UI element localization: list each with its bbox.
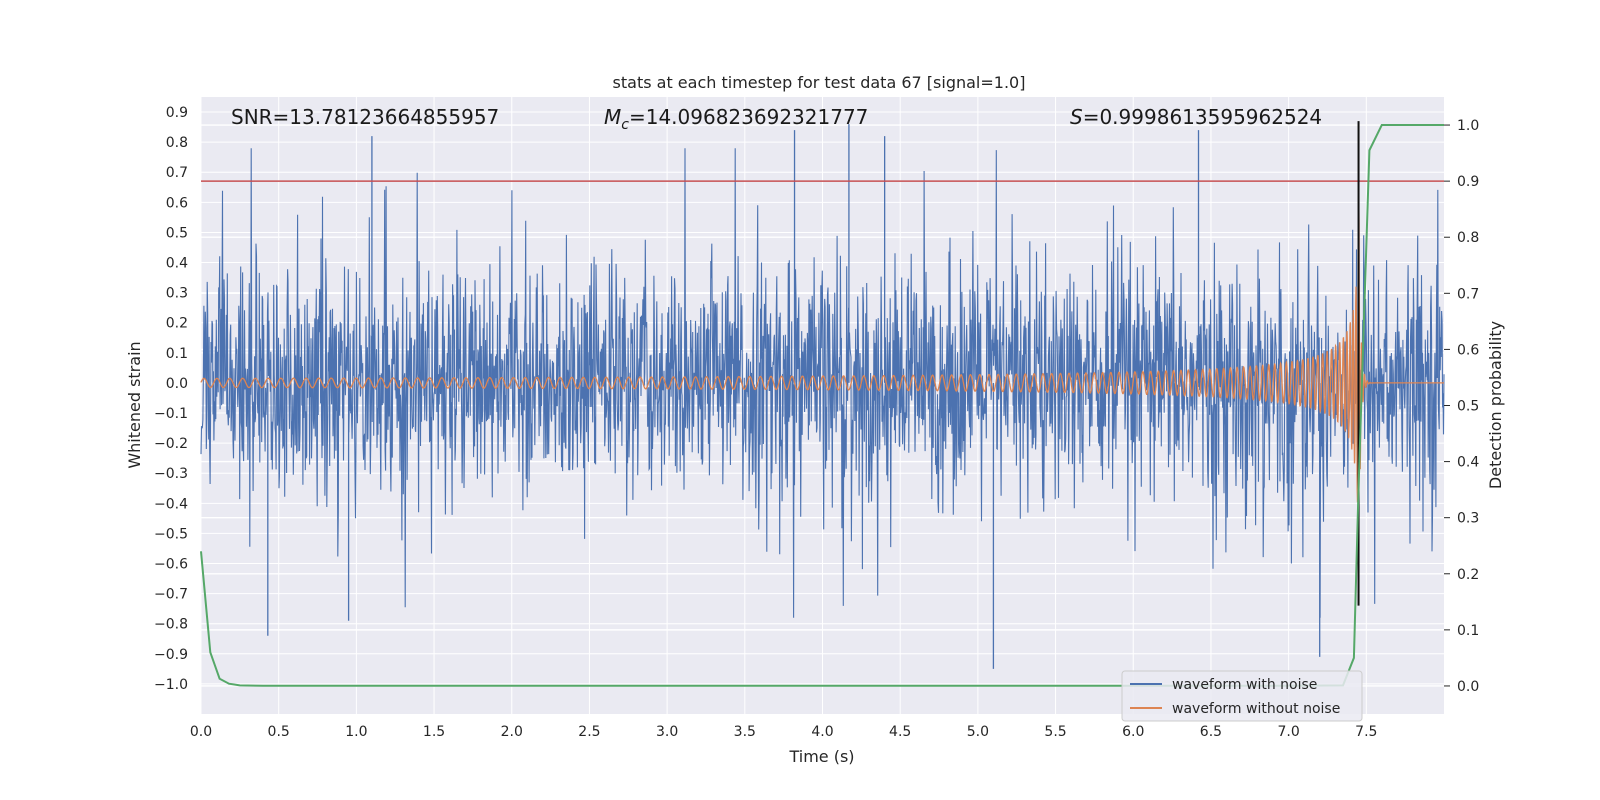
y2-tick-label: 1.0 xyxy=(1457,118,1479,134)
y-tick-label: 0.0 xyxy=(166,376,188,392)
s-annotation: S=0.9998613595962524 xyxy=(1070,105,1322,129)
y2-axis-label: Detection probability xyxy=(1486,321,1505,489)
y2-tick-label: 0.4 xyxy=(1457,455,1479,471)
x-tick-label: 5.5 xyxy=(1044,724,1066,740)
y2-tick-label: 0.1 xyxy=(1457,623,1479,639)
x-tick-labels: 0.0 0.5 1.0 1.5 2.0 2.5 3.0 3.5 4.0 4.5 5.0 5.5 6.0 6… xyxy=(190,724,1378,740)
y-tick-label: −0.4 xyxy=(154,496,188,512)
y-tick-label: 0.4 xyxy=(166,256,188,272)
x-tick-label: 0.0 xyxy=(190,724,212,740)
legend-box xyxy=(1121,670,1363,722)
y-tick-label: 0.3 xyxy=(166,286,188,302)
y-tick-label: −0.1 xyxy=(154,406,188,422)
x-tick-label: 7.0 xyxy=(1277,724,1299,740)
legend: waveform with noise waveform without noi… xyxy=(1121,670,1363,722)
series-waveform-without-noise xyxy=(200,195,1444,503)
y-tick-label: −0.7 xyxy=(154,587,188,603)
x-tick-label: 2.0 xyxy=(501,724,523,740)
y-tick-label: 0.5 xyxy=(166,225,188,241)
chirp-mass-symbol: M xyxy=(604,105,621,129)
series-waveform-with-noise xyxy=(200,124,1445,669)
y-axis-label: Whitened strain xyxy=(125,341,144,468)
y-tick-label: −0.6 xyxy=(154,557,188,573)
y2-tick-label: 0.3 xyxy=(1457,511,1479,527)
x-tick-label: 6.0 xyxy=(1122,724,1144,740)
y-tick-label: 0.9 xyxy=(166,105,188,121)
y-tick-label: 0.1 xyxy=(166,346,188,362)
y-tick-label: −0.2 xyxy=(154,436,188,452)
x-tick-label: 6.5 xyxy=(1200,724,1222,740)
x-tick-label: 1.5 xyxy=(423,724,445,740)
x-tick-label: 4.5 xyxy=(889,724,911,740)
x-axis-label: Time (s) xyxy=(788,747,854,766)
x-tick-label: 3.5 xyxy=(734,724,756,740)
x-tick-label: 1.0 xyxy=(345,724,367,740)
probability-trace xyxy=(200,124,1444,687)
y2-tick-label: 0.7 xyxy=(1457,286,1479,302)
chart-title: stats at each timestep for test data 67 … xyxy=(613,73,1026,92)
x-tick-label: 2.5 xyxy=(578,724,600,740)
y2-tick-label: 0.2 xyxy=(1457,567,1479,583)
s-value: =0.9998613595962524 xyxy=(1083,105,1322,129)
x-tick-label: 7.5 xyxy=(1355,724,1377,740)
y-tick-label: −0.9 xyxy=(154,647,188,663)
snr-annotation: SNR=13.78123664855957 xyxy=(231,105,499,129)
series-detection-probability xyxy=(200,124,1444,687)
chirp-mass-value: =14.096823692321777 xyxy=(629,105,868,129)
y2-tick-label: 0.0 xyxy=(1457,679,1479,695)
y2-tick-label: 0.6 xyxy=(1457,342,1479,358)
x-tick-label: 5.0 xyxy=(967,724,989,740)
y-tick-labels: 0.9 0.8 0.7 0.6 0.5 0.4 0.3 0.2 0.1 0.0 −0.1 −0.2 −0… xyxy=(154,105,188,693)
s-symbol: S xyxy=(1070,105,1083,129)
legend-label-clean: waveform without noise xyxy=(1172,701,1340,717)
legend-label-noise: waveform with noise xyxy=(1172,677,1317,693)
chirp-mass-subscript: c xyxy=(621,117,629,133)
y2-tick-label: 0.5 xyxy=(1457,399,1479,415)
x-tick-label: 4.0 xyxy=(811,724,833,740)
y2-tick-labels: 1.0 0.9 0.8 0.7 0.6 0.5 0.4 0.3 0.2 0.1 0.0 xyxy=(1444,118,1479,695)
signal-trace xyxy=(200,195,1444,503)
y-tick-label: 0.8 xyxy=(166,135,188,151)
y-tick-label: −1.0 xyxy=(154,677,188,693)
y-tick-label: 0.6 xyxy=(166,195,188,211)
y2-tick-label: 0.9 xyxy=(1457,174,1479,190)
noise-trace xyxy=(200,148,1445,618)
y-tick-label: 0.7 xyxy=(166,165,188,181)
y-tick-label: −0.3 xyxy=(154,466,188,482)
x-tick-label: 3.0 xyxy=(656,724,678,740)
y2-tick-label: 0.8 xyxy=(1457,230,1479,246)
x-tick-label: 0.5 xyxy=(268,724,290,740)
y-tick-label: −0.8 xyxy=(154,617,188,633)
y-tick-label: −0.5 xyxy=(154,526,188,542)
chirp-mass-annotation: Mc=14.096823692321777 xyxy=(604,105,868,133)
y-tick-label: 0.2 xyxy=(166,316,188,332)
